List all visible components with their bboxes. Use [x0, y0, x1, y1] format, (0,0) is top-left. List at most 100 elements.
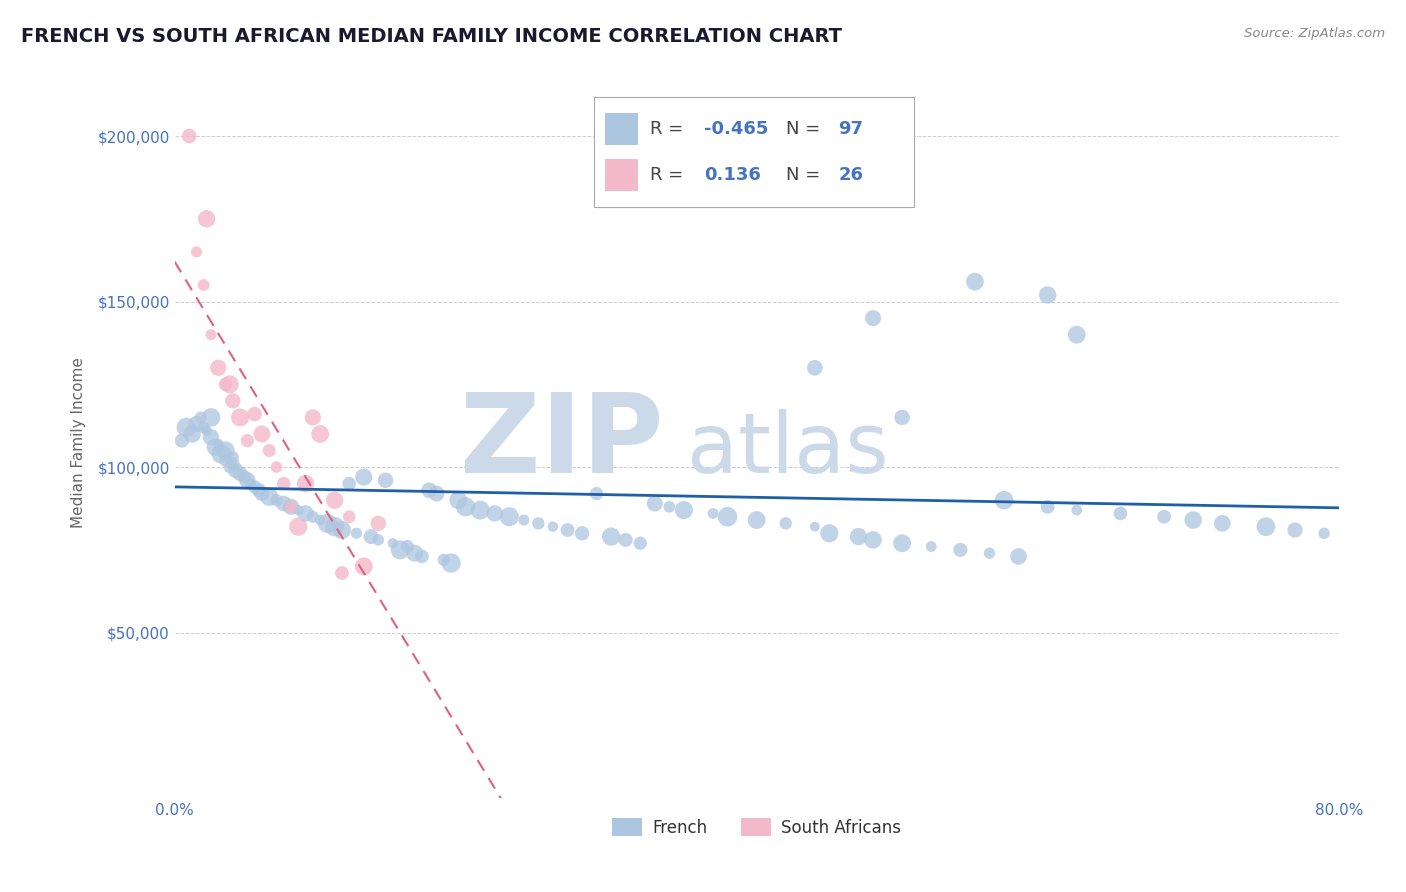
Point	[963, 275, 986, 289]
Point	[440, 556, 463, 570]
Point	[301, 410, 323, 425]
Point	[214, 377, 236, 392]
Point	[243, 407, 266, 421]
Point	[404, 546, 426, 560]
Point	[330, 523, 353, 537]
Point	[1066, 503, 1088, 517]
Point	[411, 549, 433, 564]
Point	[170, 434, 193, 448]
Point	[287, 503, 309, 517]
Point	[174, 420, 197, 434]
Text: FRENCH VS SOUTH AFRICAN MEDIAN FAMILY INCOME CORRELATION CHART: FRENCH VS SOUTH AFRICAN MEDIAN FAMILY IN…	[21, 27, 842, 45]
Point	[330, 566, 353, 580]
Y-axis label: Median Family Income: Median Family Income	[72, 357, 86, 528]
Point	[454, 500, 477, 514]
Point	[862, 311, 884, 326]
Point	[848, 530, 870, 544]
Point	[418, 483, 440, 498]
Point	[247, 483, 270, 498]
Point	[396, 540, 419, 554]
Point	[294, 507, 316, 521]
Point	[862, 533, 884, 547]
Text: N =: N =	[786, 166, 825, 185]
Point	[498, 509, 520, 524]
Text: -0.465: -0.465	[704, 120, 769, 138]
Point	[367, 533, 389, 547]
Point	[243, 480, 266, 494]
Bar	[606, 159, 638, 191]
Point	[702, 507, 724, 521]
Point	[301, 509, 323, 524]
Point	[209, 447, 232, 461]
Point	[433, 553, 456, 567]
Text: R =: R =	[650, 166, 689, 185]
Point	[219, 377, 242, 392]
Point	[1153, 509, 1175, 524]
Point	[1254, 519, 1277, 533]
Text: ZIP: ZIP	[460, 389, 664, 496]
Point	[920, 540, 942, 554]
Point	[287, 519, 309, 533]
Point	[250, 427, 273, 442]
Point	[614, 533, 637, 547]
Point	[818, 526, 841, 541]
Point	[1182, 513, 1205, 527]
Point	[222, 457, 245, 471]
Point	[207, 437, 229, 451]
Point	[219, 460, 242, 475]
Point	[207, 360, 229, 375]
Point	[374, 473, 396, 487]
Point	[891, 410, 914, 425]
Point	[745, 513, 768, 527]
Point	[233, 470, 256, 484]
Point	[979, 546, 1001, 560]
Point	[225, 463, 247, 477]
Point	[273, 476, 295, 491]
Point	[600, 530, 623, 544]
Point	[381, 536, 404, 550]
Point	[214, 443, 236, 458]
Point	[628, 536, 651, 550]
Point	[323, 519, 346, 533]
Point	[200, 410, 222, 425]
Text: 0.136: 0.136	[704, 166, 761, 185]
Text: R =: R =	[650, 120, 689, 138]
Point	[541, 519, 564, 533]
Point	[186, 417, 208, 431]
Point	[257, 490, 280, 504]
Point	[337, 509, 360, 524]
Point	[257, 443, 280, 458]
Point	[716, 509, 738, 524]
Point	[266, 493, 288, 508]
Text: atlas: atlas	[686, 409, 889, 490]
Point	[1066, 327, 1088, 342]
FancyBboxPatch shape	[593, 97, 914, 207]
Text: 97: 97	[838, 120, 863, 138]
Point	[309, 513, 332, 527]
Point	[1036, 288, 1059, 302]
Point	[266, 460, 288, 475]
Point	[672, 503, 695, 517]
Point	[280, 500, 302, 514]
Text: Source: ZipAtlas.com: Source: ZipAtlas.com	[1244, 27, 1385, 40]
Point	[993, 493, 1015, 508]
Point	[804, 519, 827, 533]
Point	[484, 507, 506, 521]
Point	[557, 523, 579, 537]
Point	[273, 496, 295, 510]
Point	[1036, 500, 1059, 514]
Point	[644, 496, 666, 510]
Bar	[606, 112, 638, 145]
Point	[250, 486, 273, 500]
Point	[222, 450, 245, 464]
Point	[280, 500, 302, 514]
Point	[236, 473, 259, 487]
Point	[200, 430, 222, 444]
Legend: French, South Africans: French, South Africans	[606, 811, 907, 843]
Point	[1313, 526, 1336, 541]
Point	[294, 476, 316, 491]
Point	[346, 526, 368, 541]
Text: 26: 26	[838, 166, 863, 185]
Point	[571, 526, 593, 541]
Point	[389, 542, 412, 557]
